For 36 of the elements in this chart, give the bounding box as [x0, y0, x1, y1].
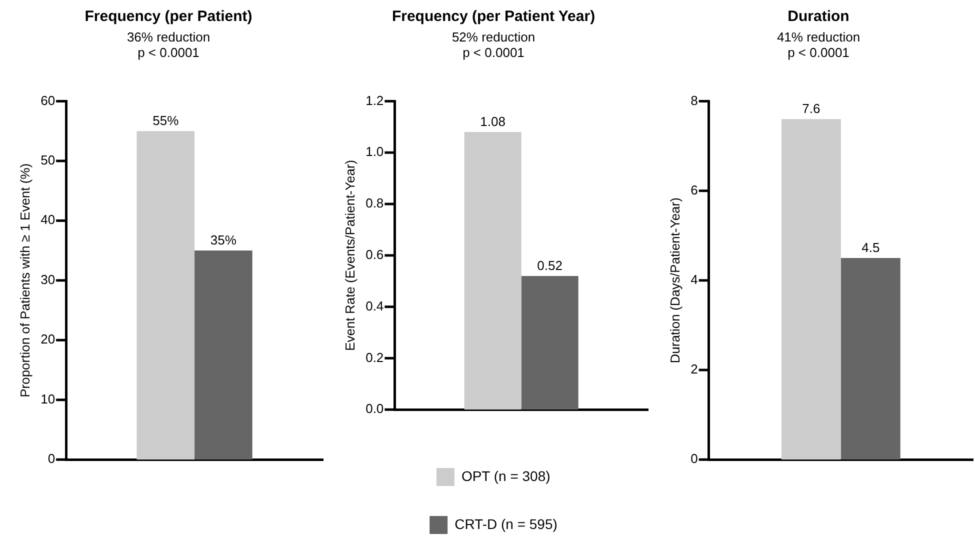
data-label: 0.52 [537, 258, 562, 274]
legend-label: CRT-D (n = 595) [454, 516, 558, 532]
data-label: 1.08 [480, 114, 506, 130]
chart-title: Duration [788, 8, 850, 26]
chart-title: Frequency (per Patient) [84, 8, 252, 26]
y-tick-label: 8 [690, 92, 698, 108]
data-label: 7.6 [802, 101, 820, 116]
y-axis-title: Duration (Days/Patient-Year) [667, 198, 682, 364]
y-tick-label: 0 [690, 451, 698, 466]
y-tick-label: 2 [690, 362, 698, 377]
y-axis-title: Proportion of Patients with ≥ 1 Event (%) [17, 163, 32, 398]
chart-subtitle: 36% reduction p < 0.0001 [126, 29, 210, 60]
y-tick-label: 0.8 [366, 196, 384, 211]
legend-label: OPT (n = 308) [461, 468, 550, 484]
y-tick-label: 0 [48, 451, 56, 466]
y-tick-label: 4 [690, 272, 698, 287]
y-tick-label: 10 [40, 391, 56, 406]
y-tick-label: 30 [40, 272, 56, 287]
y-axis-title: Event Rate (Events/Patient-Year) [342, 160, 358, 351]
y-tick-label: 0.4 [366, 298, 384, 314]
y-tick-label: 1.2 [366, 92, 384, 108]
y-tick-label: 40 [40, 212, 56, 228]
y-tick-label: 0.2 [366, 350, 384, 365]
y-tick-label: 60 [40, 92, 56, 108]
y-tick-label: 1.0 [366, 144, 384, 160]
chart-subtitle: 41% reduction p < 0.0001 [776, 29, 860, 60]
chart-title: Frequency (per Patient Year) [392, 8, 596, 26]
y-tick-label: 6 [690, 182, 698, 198]
y-tick-label: 50 [40, 152, 56, 168]
y-tick-label: 20 [40, 332, 56, 347]
data-label: 35% [210, 232, 237, 248]
data-label: 55% [152, 113, 180, 128]
y-tick-label: 0.0 [366, 401, 384, 416]
y-tick-label: 0.6 [366, 246, 384, 262]
chart-subtitle: 52% reduction p < 0.0001 [452, 29, 536, 60]
data-label: 4.5 [862, 240, 880, 256]
